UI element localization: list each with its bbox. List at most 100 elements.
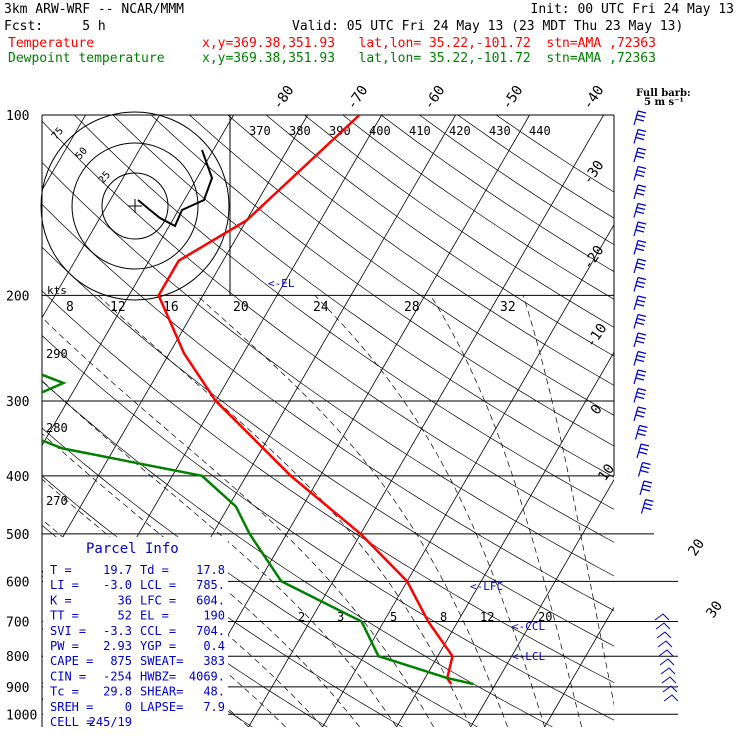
isotherm-label: -80 [270,83,298,113]
pressure-tick-label: 800 [6,650,29,665]
dry-adiabat [189,115,614,416]
dry-adiabat [0,115,27,727]
theta-label: 420 [449,124,471,138]
parcel-info-value: 245/19 [89,715,132,729]
hodograph-ring-label: 75 [50,126,66,142]
wind-barb [663,694,679,702]
model-title: 3km ARW-WRF -- NCAR/MMM [4,2,185,17]
parcel-info-value: 785. [196,578,225,592]
pressure-tick-label: 500 [6,528,29,543]
parcel-info-key: LAPSE= [140,700,183,714]
hodograph-unit-label: kts [47,284,67,297]
theta-label: 440 [529,124,551,138]
parcel-info-value: 383 [203,654,225,668]
parcel-info-key: EL = [140,609,169,623]
theta-label: 380 [289,124,311,138]
dry-adiabat-label: 280 [46,421,68,435]
wind-barb [633,406,647,422]
dry-adiabat [304,115,614,328]
dewpoint-legend-label: Dewpoint temperature [8,51,165,66]
wind-barb [633,313,647,329]
parcel-info-value: 604. [196,593,225,607]
pressure-tick-label: 200 [6,289,29,304]
parcel-info-value: 4069. [189,669,225,683]
wind-barb [661,676,677,684]
level-marker-label: <-LFC [470,580,503,593]
hodograph-speed-label: 12 [110,300,126,315]
wind-barb [657,640,673,648]
parcel-info-key: PW = [50,639,79,653]
wind-barb [633,258,647,274]
hodograph-ring [71,142,199,270]
wind-barb [662,685,678,693]
level-marker-label: <-EL [268,277,295,290]
dry-adiabat [42,203,614,611]
moist-adiabat [42,518,286,727]
parcel-info-value: 17.8 [196,563,225,577]
isotherm-line [174,115,530,727]
hodograph-ring [101,172,169,240]
isotherm-line [42,115,234,447]
moist-adiabat [97,295,471,727]
wind-barb [639,480,653,496]
mixing-ratio-label: 2 [298,610,305,624]
wind-barb [633,110,647,126]
wind-barb [633,202,647,218]
moist-adiabat [42,433,360,727]
pressure-tick-label: 100 [6,109,29,124]
mixing-ratio-label: 8 [440,610,447,624]
parcel-info-value: 7.9 [203,700,225,714]
dry-adiabat-label: 270 [46,494,68,508]
dry-adiabat-label: 290 [46,347,68,361]
pressure-tick-label: 700 [6,615,29,630]
wind-barb [633,128,647,144]
isotherm-label: -70 [344,83,372,113]
parcel-info-key: K = [50,593,72,607]
level-marker-label: <-CCL [512,620,545,633]
dry-adiabat [380,115,614,273]
parcel-info-value: 704. [196,624,225,638]
isotherm-label: -10 [583,321,611,351]
parcel-info-value: 19.7 [103,563,132,577]
dry-adiabat [150,115,614,447]
mixing-ratio-label: 20 [538,610,552,624]
dry-adiabat [419,115,614,246]
isotherm-label: -60 [421,83,449,113]
dry-adiabat [42,246,614,647]
parcel-info-value: 36 [118,593,132,607]
theta-label: 410 [409,124,431,138]
parcel-info-key: HWBZ= [140,669,176,683]
isotherm-line [0,115,12,727]
theta-label: 400 [369,124,391,138]
parcel-info-key: SREH = [50,700,93,714]
pressure-tick-label: 400 [6,470,29,485]
dry-adiabat [265,115,614,357]
init-time: Init: 00 UTC Fri 24 May 13 [530,2,735,17]
level-marker-label: <-LCL [512,650,545,663]
parcel-info-value: 52 [118,609,132,623]
moist-adiabat [42,317,434,727]
parcel-info-key: LCL = [140,578,176,592]
parcel-info-key: LI = [50,578,79,592]
hodograph-speed-label: 8 [66,300,74,315]
wind-barb [633,332,647,348]
wind-barb [660,667,676,675]
moist-adiabat [314,295,545,727]
valid-time: Valid: 05 UTC Fri 24 May 13 (23 MDT Thu … [292,19,684,34]
moist-adiabat [196,295,508,727]
parcel-info-value: 0 [125,700,132,714]
parcel-info-key: SWEAT= [140,654,183,668]
hodograph-speed-label: 20 [233,300,249,315]
parcel-info-key: CAPE = [50,654,93,668]
parcel-info-key: Td = [140,563,169,577]
wind-barb [634,424,648,440]
isotherm-label: 20 [685,536,708,559]
moist-adiabat [42,478,323,727]
parcel-info-value: 48. [203,685,225,699]
wind-barb [633,295,647,311]
wind-barb [658,649,674,657]
parcel-info-key: CELL = [50,715,93,729]
isotherm-line [396,351,614,727]
dry-adiabat [74,115,614,510]
